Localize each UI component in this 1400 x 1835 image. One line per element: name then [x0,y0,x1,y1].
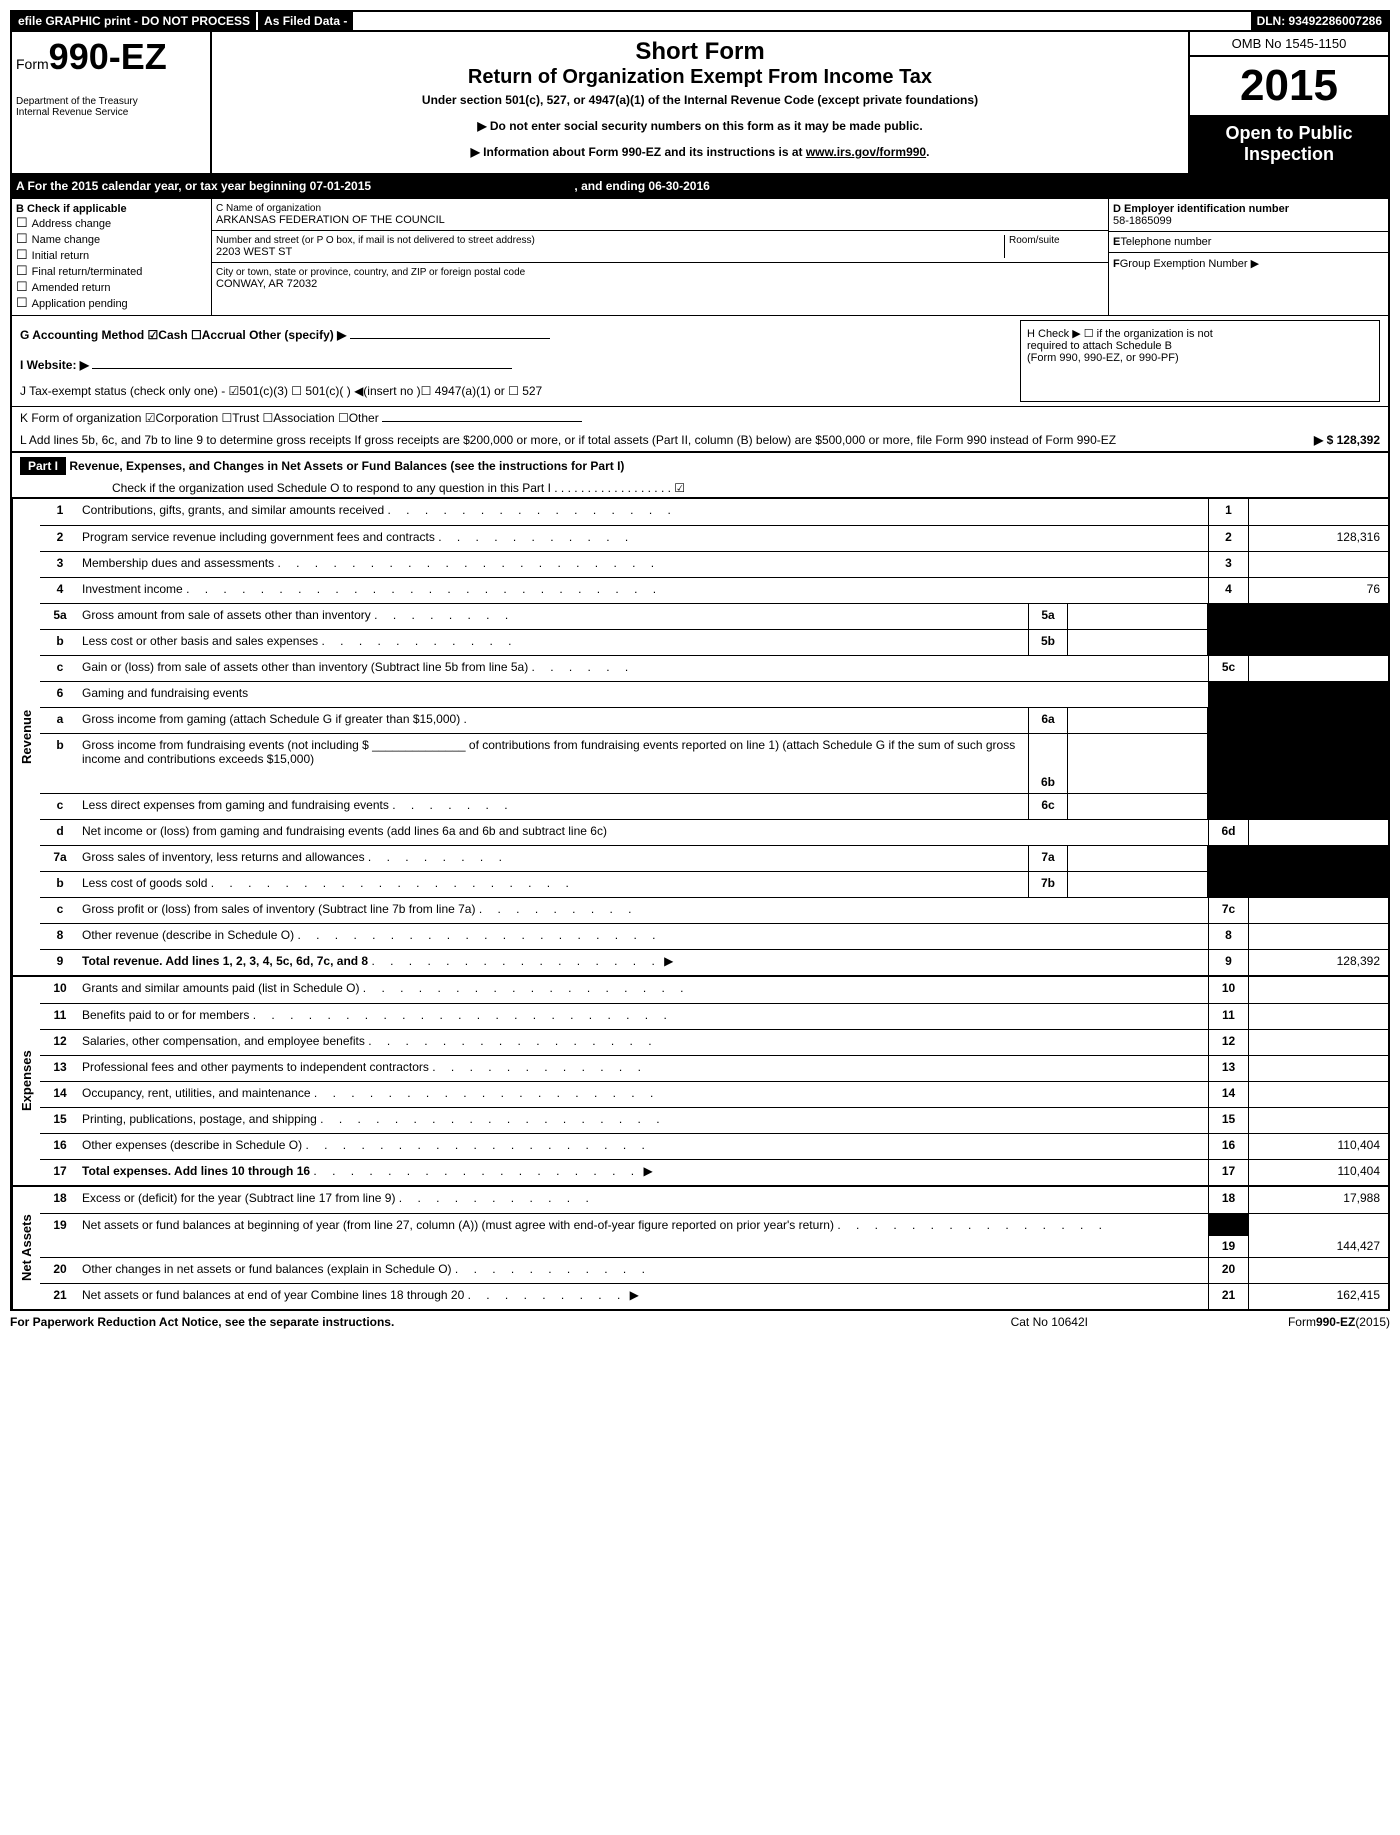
line-19-val: 144,427 [1248,1214,1388,1257]
row-l: L Add lines 5b, 6c, and 7b to line 9 to … [10,429,1390,453]
form-id-block: Form990-EZ Department of the Treasury In… [12,32,212,173]
title-return: Return of Organization Exempt From Incom… [218,66,1182,89]
chk-name[interactable]: Name change [16,231,207,247]
box-c: C Name of organization ARKANSAS FEDERATI… [212,199,1108,315]
org-name-hdr: C Name of organization [216,203,1104,214]
group-hdr-f: F [1113,258,1120,270]
form-header: Form990-EZ Department of the Treasury In… [10,32,1390,175]
part-1-label: Part I [20,457,66,475]
org-name: ARKANSAS FEDERATION OF THE COUNCIL [216,214,1104,226]
city-hdr: City or town, state or province, country… [216,267,1104,278]
revenue-lines: 1Contributions, gifts, grants, and simil… [40,499,1388,975]
section-bcdef: B Check if applicable Address change Nam… [10,199,1390,315]
line-4-val: 76 [1248,578,1388,603]
group-hdr: Group Exemption Number ▶ [1120,258,1259,270]
website-input[interactable] [92,368,512,369]
row-a-tax-year: A For the 2015 calendar year, or tax yea… [10,175,1390,199]
city: CONWAY, AR 72032 [216,278,1104,290]
box-b: B Check if applicable Address change Nam… [12,199,212,315]
expenses-lines: 10Grants and similar amounts paid (list … [40,977,1388,1185]
form-number: 990-EZ [49,36,167,77]
revenue-label: Revenue [12,499,40,975]
street: 2203 WEST ST [216,246,1004,258]
room-hdr: Room/suite [1009,235,1104,246]
ein: 58-1865099 [1113,215,1172,227]
omb-number: OMB No 1545-1150 [1190,32,1388,57]
line-21-val: 162,415 [1248,1284,1388,1309]
schedule-b-2: required to attach Schedule B [1027,340,1373,352]
chk-address[interactable]: Address change [16,215,207,231]
open-public: Open to Public Inspection [1190,115,1388,173]
tax-year: 2015 [1190,57,1388,115]
netassets-lines: 18Excess or (deficit) for the year (Subt… [40,1187,1388,1309]
line-2-val: 128,316 [1248,526,1388,551]
total-revenue: 128,392 [1248,950,1388,975]
chk-amended[interactable]: Amended return [16,279,207,295]
row-l-text: L Add lines 5b, 6c, and 7b to line 9 to … [20,433,1314,447]
ein-hdr: D Employer identification number [1113,203,1289,215]
irs-link[interactable]: www.irs.gov/form990 [806,145,926,159]
form-title-block: Short Form Return of Organization Exempt… [212,32,1188,173]
part-1-schedule-o: Check if the organization used Schedule … [12,479,1388,497]
schedule-b-3: (Form 990, 990-EZ, or 990-PF) [1027,352,1373,364]
notice-info: ▶ Information about Form 990-EZ and its … [218,145,1182,159]
chk-initial[interactable]: Initial return [16,247,207,263]
expenses-label: Expenses [12,977,40,1185]
row-k: K Form of organization ☑Corporation ☐Tru… [10,406,1390,429]
street-hdr: Number and street (or P O box, if mail i… [216,235,1004,246]
chk-final[interactable]: Final return/terminated [16,263,207,279]
schedule-b-1: H Check ▶ ☐ if the organization is not [1027,327,1373,340]
netassets-section: Net Assets 18Excess or (deficit) for the… [10,1187,1390,1311]
asfiled-data [355,12,1250,30]
box-def: D Employer identification number 58-1865… [1108,199,1388,315]
top-bar: efile GRAPHIC print - DO NOT PROCESS As … [10,10,1390,32]
row-h: H Check ▶ ☐ if the organization is not r… [1020,320,1380,402]
notice-ssn: ▶ Do not enter social security numbers o… [218,119,1182,133]
total-expenses: 110,404 [1248,1160,1388,1185]
cat-number: Cat No 10642I [1011,1315,1088,1329]
form-prefix: Form [16,56,49,72]
dln: DLN: 93492286007286 [1251,12,1388,30]
website-label: I Website: ▶ [20,358,89,372]
revenue-section: Revenue 1Contributions, gifts, grants, a… [10,499,1390,977]
dept-treasury: Department of the Treasury [16,78,206,107]
paperwork-notice: For Paperwork Reduction Act Notice, see … [10,1315,394,1329]
line-18-val: 17,988 [1248,1187,1388,1213]
efile-label: efile GRAPHIC print - DO NOT PROCESS [12,12,256,30]
subtitle: Under section 501(c), 527, or 4947(a)(1)… [218,93,1182,107]
header-right: OMB No 1545-1150 2015 Open to Public Ins… [1188,32,1388,173]
asfiled-label: As Filed Data - [256,12,355,30]
part-1-title: Revenue, Expenses, and Changes in Net As… [69,459,624,473]
gross-receipts: ▶ $ 128,392 [1314,433,1380,447]
part-1-header: Part I Revenue, Expenses, and Changes in… [10,453,1390,499]
tax-exempt-status: J Tax-exempt status (check only one) - ☑… [20,380,1010,402]
irs-label: Internal Revenue Service [16,107,206,118]
row-g: G Accounting Method ☑Cash ☐Accrual Other… [20,320,1010,402]
box-b-header: B Check if applicable [16,203,207,215]
title-short-form: Short Form [218,38,1182,66]
netassets-label: Net Assets [12,1187,40,1309]
accounting-method: G Accounting Method ☑Cash ☐Accrual Other… [20,328,346,342]
chk-pending[interactable]: Application pending [16,295,207,311]
phone-hdr: Telephone number [1120,236,1211,248]
row-gh: G Accounting Method ☑Cash ☐Accrual Other… [10,315,1390,406]
page-footer: For Paperwork Reduction Act Notice, see … [10,1311,1390,1333]
line-16-val: 110,404 [1248,1134,1388,1159]
form-of-org: K Form of organization ☑Corporation ☐Tru… [20,411,379,425]
expenses-section: Expenses 10Grants and similar amounts pa… [10,977,1390,1187]
form-footer: Form990-EZ(2015) [1288,1315,1390,1329]
